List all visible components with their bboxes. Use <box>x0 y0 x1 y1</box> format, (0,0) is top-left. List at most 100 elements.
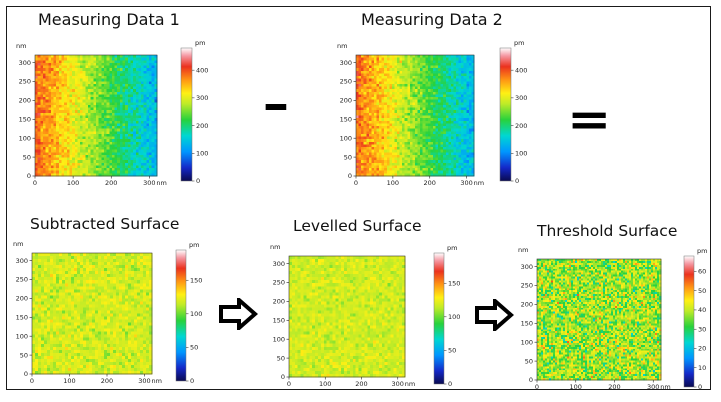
heatmap-cell <box>77 131 81 135</box>
heatmap-cell <box>146 157 150 161</box>
heatmap-cell <box>438 115 442 119</box>
heatmap-cell <box>384 76 388 80</box>
heatmap-cell <box>82 120 86 124</box>
heatmap-cell <box>149 268 153 272</box>
heatmap-cell <box>146 256 150 260</box>
heatmap-cell <box>468 110 472 114</box>
heatmap-cell <box>42 170 46 174</box>
heatmap-cell <box>53 68 57 72</box>
heatmap-cell <box>412 94 416 98</box>
heatmap-cell <box>103 110 107 114</box>
heatmap-cell <box>468 154 472 158</box>
heatmap-cell <box>56 73 60 77</box>
heatmap-cell <box>119 76 123 80</box>
heatmap-cell <box>116 301 120 305</box>
heatmap-cell <box>448 136 452 140</box>
heatmap-cell <box>69 110 73 114</box>
heatmap-cell <box>404 83 408 87</box>
heatmap-cell <box>111 126 115 129</box>
heatmap-cell <box>461 76 465 80</box>
heatmap-cell <box>402 131 406 135</box>
heatmap-cell <box>140 301 144 305</box>
heatmap-cell <box>133 68 137 72</box>
heatmap-cell <box>373 94 377 98</box>
heatmap-cell <box>53 94 57 98</box>
heatmap-cell <box>468 115 472 119</box>
heatmap-cell <box>95 256 99 260</box>
heatmap-cell <box>456 128 459 132</box>
heatmap-cell <box>448 168 452 172</box>
heatmap-cell <box>456 144 459 148</box>
heatmap-cell <box>366 60 370 64</box>
heatmap-cell <box>391 120 395 124</box>
heatmap-cell <box>61 65 65 69</box>
heatmap-cell <box>146 141 150 145</box>
heatmap-cell <box>448 123 452 127</box>
heatmap-cell <box>35 55 38 58</box>
heatmap-cell <box>361 115 365 119</box>
heatmap-cell <box>366 86 370 90</box>
heatmap-cell <box>35 256 39 260</box>
heatmap-cell <box>373 173 377 177</box>
heatmap-cell <box>435 120 439 124</box>
heatmap-cell <box>127 65 131 69</box>
heatmap-cell <box>53 286 57 290</box>
heatmap-cell <box>127 102 131 106</box>
heatmap-cell <box>45 76 49 80</box>
heatmap-cell <box>106 133 110 137</box>
heatmap-cell <box>379 68 383 72</box>
heatmap-cell <box>42 157 46 161</box>
heatmap-cell <box>111 141 115 145</box>
heatmap-cell <box>363 120 367 124</box>
heatmap-cell <box>394 110 398 114</box>
heatmap-cell <box>74 89 78 93</box>
heatmap-cell <box>445 120 449 124</box>
heatmap-cell <box>80 165 84 169</box>
heatmap-cell <box>35 295 39 299</box>
heatmap-cell <box>415 154 418 158</box>
heatmap-cell <box>50 118 54 122</box>
heatmap-cell <box>450 107 454 111</box>
heatmap-cell <box>371 115 375 119</box>
heatmap-cell <box>151 120 155 124</box>
heatmap-cell <box>35 76 38 80</box>
y-tick-label: 50 <box>23 153 31 161</box>
heatmap-cell <box>35 83 38 87</box>
heatmap-cell <box>117 157 121 161</box>
heatmap-cell <box>379 99 383 103</box>
heatmap-cell <box>402 60 406 64</box>
heatmap-cell <box>468 89 472 93</box>
heatmap-cell <box>109 154 113 158</box>
heatmap-cell <box>37 131 41 135</box>
heatmap-cell <box>151 97 155 101</box>
heatmap-cell <box>376 81 380 85</box>
heatmap-cell <box>61 68 65 72</box>
heatmap-cell <box>101 128 105 132</box>
heatmap-cell <box>119 136 123 140</box>
heatmap-cell <box>422 60 426 64</box>
heatmap-cell <box>83 274 87 278</box>
heatmap-cell <box>402 78 406 82</box>
heatmap-cell <box>77 110 81 114</box>
heatmap-cell <box>456 107 459 111</box>
heatmap-cell <box>125 265 129 269</box>
heatmap-cell <box>399 115 403 119</box>
heatmap-cell <box>133 115 137 119</box>
heatmap-cell <box>430 60 434 64</box>
heatmap-cell <box>361 70 365 74</box>
heatmap-cell <box>114 83 118 87</box>
heatmap-cell <box>420 60 424 64</box>
heatmap-cell <box>69 86 73 90</box>
heatmap-cell <box>61 126 65 129</box>
heatmap-cell <box>154 91 158 95</box>
heatmap-cell <box>461 62 465 66</box>
heatmap-cell <box>56 99 60 103</box>
heatmap-cell <box>445 57 449 61</box>
heatmap-cell <box>103 131 107 135</box>
heatmap-cell <box>420 128 424 132</box>
heatmap-cell <box>35 292 39 296</box>
heatmap-cell <box>130 136 134 140</box>
heatmap-cell <box>371 170 375 174</box>
heatmap-cell <box>40 173 44 177</box>
heatmap-cell <box>417 102 421 106</box>
